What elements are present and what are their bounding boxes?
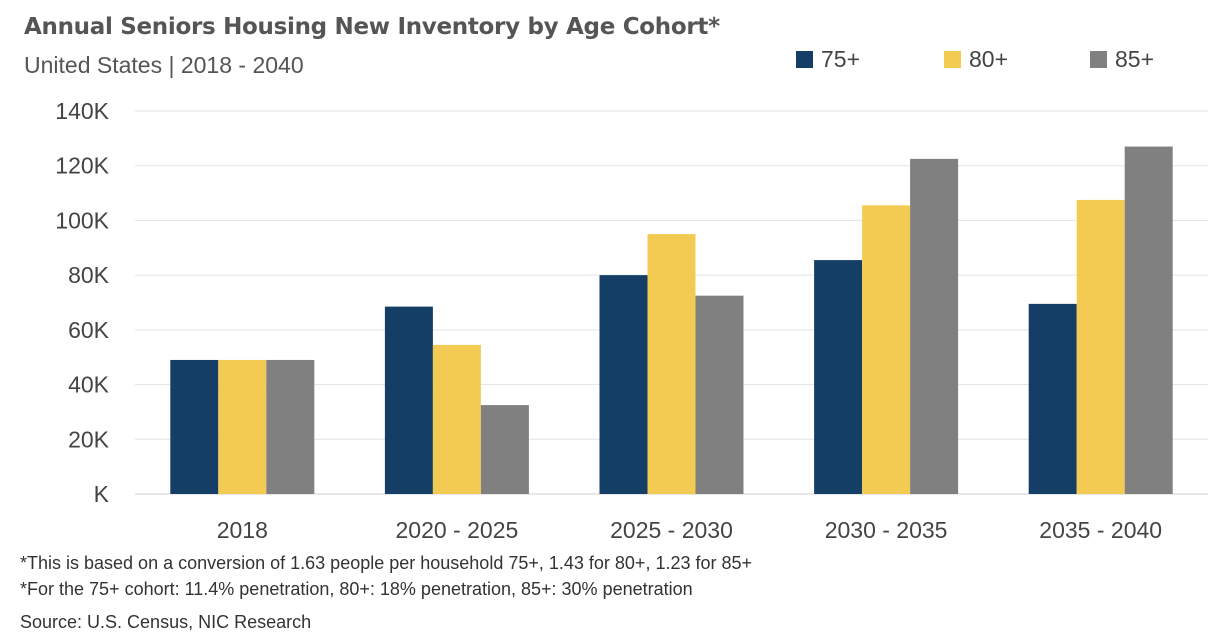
x-axis-ticks: 2018 2020 - 2025 2025 - 2030 2030 - 2035 203…	[217, 517, 1162, 543]
bars	[170, 147, 1172, 494]
bar-85plus-1	[481, 405, 529, 494]
y-tick-label: K	[94, 481, 110, 507]
bar-80plus-2	[648, 234, 696, 494]
y-tick-label: 40K	[68, 372, 110, 398]
x-tick-label: 2025 - 2030	[610, 517, 733, 543]
bar-85plus-2	[696, 296, 744, 494]
bar-80plus-3	[862, 205, 910, 494]
x-tick-label: 2018	[217, 517, 268, 543]
y-tick-label: 20K	[68, 426, 110, 452]
bar-chart: K 20K 40K 60K 80K 100K 120K 140K 2018 2020 - 202…	[0, 0, 1229, 640]
bar-75plus-0	[170, 360, 218, 494]
bar-85plus-4	[1125, 147, 1173, 494]
source-note: Source: U.S. Census, NIC Research	[20, 612, 311, 633]
footnote-penetration: *For the 75+ cohort: 11.4% penetration, …	[20, 579, 693, 600]
bar-80plus-4	[1077, 200, 1125, 494]
x-tick-label: 2020 - 2025	[396, 517, 519, 543]
y-tick-label: 80K	[68, 262, 110, 288]
bar-75plus-3	[814, 260, 862, 494]
bar-80plus-0	[218, 360, 266, 494]
footnote-conversion: *This is based on a conversion of 1.63 p…	[20, 553, 752, 574]
bar-85plus-3	[910, 159, 958, 494]
y-tick-label: 120K	[55, 153, 109, 179]
bar-75plus-1	[385, 307, 433, 494]
x-tick-label: 2030 - 2035	[825, 517, 948, 543]
y-axis-ticks: K 20K 40K 60K 80K 100K 120K 140K	[55, 98, 109, 507]
x-tick-label: 2035 - 2040	[1039, 517, 1162, 543]
y-tick-label: 60K	[68, 317, 110, 343]
bar-75plus-4	[1029, 304, 1077, 494]
bar-85plus-0	[266, 360, 314, 494]
y-tick-label: 100K	[55, 207, 109, 233]
y-tick-label: 140K	[55, 98, 109, 124]
bar-80plus-1	[433, 345, 481, 494]
bar-75plus-2	[600, 275, 648, 494]
